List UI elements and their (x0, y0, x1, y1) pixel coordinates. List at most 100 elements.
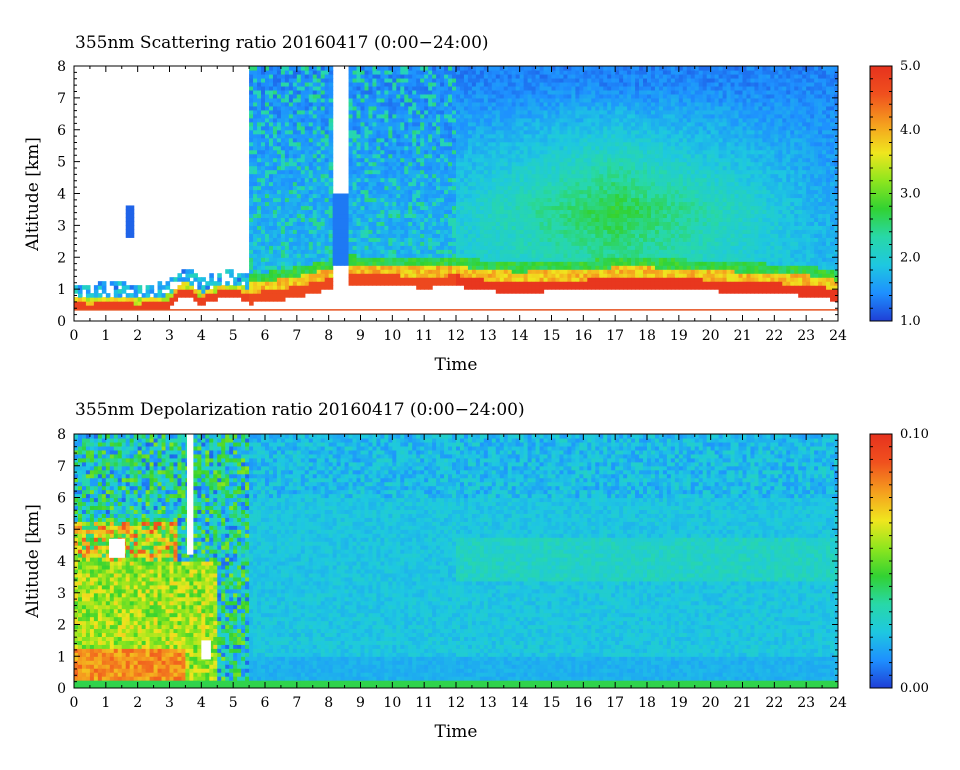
heatmap-cell (324, 189, 330, 195)
heatmap-cell (479, 265, 485, 270)
heatmap-cell (296, 205, 302, 211)
heatmap-cell (511, 269, 517, 274)
heatmap-cell (535, 66, 541, 71)
heatmap-cell (165, 301, 171, 306)
heatmap-cell (125, 205, 131, 211)
heatmap-cell (324, 73, 330, 79)
heatmap-cell (304, 241, 310, 246)
heatmap-cell (424, 149, 429, 155)
heatmap-cell (515, 277, 521, 282)
heatmap-cell (312, 173, 318, 179)
heatmap-cell (551, 145, 557, 151)
heatmap-cell (456, 69, 461, 75)
heatmap-cell (539, 213, 545, 219)
heatmap-cell (177, 289, 183, 294)
heatmap-cell (376, 141, 381, 147)
heatmap-cell (543, 197, 549, 203)
heatmap-cell (272, 173, 278, 179)
heatmap-cell (428, 133, 433, 139)
heatmap-cell (396, 249, 401, 254)
heatmap-cell (304, 193, 310, 199)
heatmap-cell (388, 185, 393, 191)
heatmap-cell (420, 125, 425, 131)
heatmap-cell (364, 157, 370, 163)
heatmap-cell (448, 233, 453, 238)
heatmap-cell (348, 141, 354, 147)
heatmap-cell (400, 241, 405, 246)
heatmap-cell (444, 213, 449, 219)
heatmap-cell (491, 73, 497, 79)
heatmap-cell (495, 185, 501, 191)
heatmap-cell (265, 197, 270, 203)
heatmap-cell (388, 109, 393, 115)
heatmap-cell (507, 125, 513, 131)
heatmap-cell (296, 121, 302, 127)
heatmap-cell (543, 121, 549, 127)
heatmap-cell (336, 197, 342, 203)
heatmap-cell (253, 145, 258, 151)
heatmap-cell (515, 125, 521, 131)
heatmap-cell (352, 249, 358, 254)
heatmap-cell (201, 285, 206, 290)
heatmap-cell (491, 265, 497, 270)
heatmap-cell (591, 181, 596, 187)
heatmap-cell (559, 117, 565, 123)
heatmap-cell (444, 93, 449, 99)
heatmap-cell (328, 153, 334, 159)
heatmap-cell (328, 105, 334, 111)
heatmap-cell (316, 66, 322, 71)
heatmap-cell (268, 149, 274, 155)
heatmap-cell (515, 141, 521, 147)
heatmap-cell (360, 109, 366, 115)
heatmap-cell (296, 201, 302, 207)
heatmap-cell (587, 265, 592, 270)
heatmap-cell (563, 73, 569, 79)
heatmap-cell (587, 209, 592, 215)
heatmap-cell (348, 205, 354, 211)
heatmap-cell (523, 109, 529, 115)
heatmap-cell (272, 141, 278, 147)
heatmap-cell (169, 277, 175, 282)
heatmap-cell (559, 253, 565, 258)
heatmap-cell (440, 109, 445, 115)
heatmap-cell (535, 117, 541, 123)
heatmap-cell (444, 109, 449, 115)
heatmap-cell (257, 249, 262, 254)
heatmap-cell (491, 97, 497, 103)
heatmap-cell (579, 269, 584, 274)
heatmap-cell (412, 213, 417, 219)
heatmap-cell (575, 261, 580, 266)
heatmap-cell (515, 85, 521, 91)
heatmap-cell (515, 149, 521, 155)
heatmap-cell (288, 105, 294, 111)
heatmap-cell (579, 89, 584, 95)
heatmap-cell (352, 233, 358, 238)
heatmap-cell (332, 257, 338, 262)
heatmap-cell (113, 285, 119, 290)
heatmap-cell (181, 285, 187, 290)
heatmap-cell (249, 169, 254, 175)
heatmap-cell (396, 66, 401, 71)
heatmap-cell (320, 181, 326, 187)
heatmap-cell (376, 245, 381, 250)
heatmap-cell (575, 205, 580, 211)
heatmap-cell (420, 217, 425, 222)
heatmap-cell (380, 273, 385, 278)
heatmap-cell (567, 89, 572, 95)
heatmap-cell (539, 225, 545, 230)
heatmap-cell (276, 297, 282, 302)
heatmap-cell (587, 249, 592, 254)
heatmap-cell (368, 66, 374, 71)
heatmap-cell (292, 141, 298, 147)
heatmap-cell (276, 185, 282, 191)
heatmap-cell (459, 153, 465, 159)
heatmap-cell (300, 189, 306, 195)
heatmap-cell (392, 249, 397, 254)
heatmap-cell (507, 165, 513, 171)
heatmap-cell (483, 66, 489, 71)
heatmap-cell (145, 305, 151, 310)
heatmap-cell (535, 125, 541, 131)
heatmap-cell (261, 165, 266, 171)
heatmap-cell (368, 249, 374, 254)
heatmap-cell (217, 289, 222, 294)
